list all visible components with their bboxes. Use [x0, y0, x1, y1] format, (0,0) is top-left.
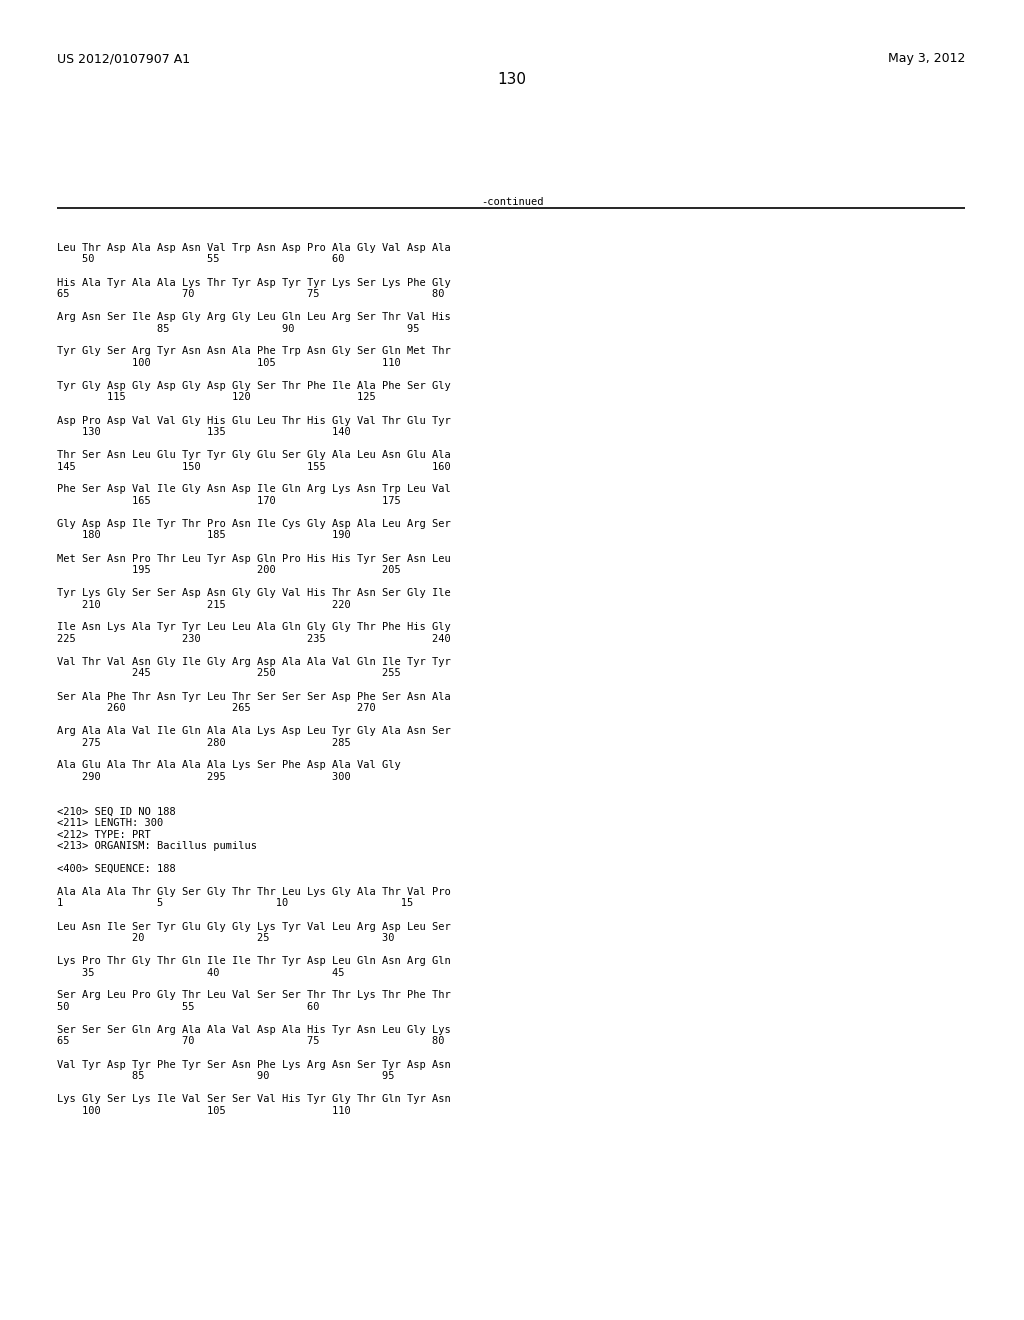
Text: Leu Asn Ile Ser Tyr Glu Gly Gly Lys Tyr Val Leu Arg Asp Leu Ser: Leu Asn Ile Ser Tyr Glu Gly Gly Lys Tyr …: [57, 921, 451, 932]
Text: 50                  55                  60: 50 55 60: [57, 1002, 319, 1012]
Text: 180                 185                 190: 180 185 190: [57, 531, 351, 540]
Text: 260                 265                 270: 260 265 270: [57, 704, 376, 713]
Text: Thr Ser Asn Leu Glu Tyr Tyr Gly Glu Ser Gly Ala Leu Asn Glu Ala: Thr Ser Asn Leu Glu Tyr Tyr Gly Glu Ser …: [57, 450, 451, 459]
Text: 195                 200                 205: 195 200 205: [57, 565, 400, 576]
Text: 85                  90                  95: 85 90 95: [57, 1071, 394, 1081]
Text: 100                 105                 110: 100 105 110: [57, 358, 400, 368]
Text: Ser Ser Ser Gln Arg Ala Ala Val Asp Ala His Tyr Asn Leu Gly Lys: Ser Ser Ser Gln Arg Ala Ala Val Asp Ala …: [57, 1026, 451, 1035]
Text: 65                  70                  75                  80: 65 70 75 80: [57, 1036, 444, 1047]
Text: Tyr Lys Gly Ser Ser Asp Asn Gly Gly Val His Thr Asn Ser Gly Ile: Tyr Lys Gly Ser Ser Asp Asn Gly Gly Val …: [57, 587, 451, 598]
Text: 1               5                  10                  15: 1 5 10 15: [57, 899, 414, 908]
Text: Val Thr Val Asn Gly Ile Gly Arg Asp Ala Ala Val Gln Ile Tyr Tyr: Val Thr Val Asn Gly Ile Gly Arg Asp Ala …: [57, 657, 451, 667]
Text: 245                 250                 255: 245 250 255: [57, 668, 400, 678]
Text: Ala Glu Ala Thr Ala Ala Ala Lys Ser Phe Asp Ala Val Gly: Ala Glu Ala Thr Ala Ala Ala Lys Ser Phe …: [57, 760, 400, 771]
Text: Asp Pro Asp Val Val Gly His Glu Leu Thr His Gly Val Thr Glu Tyr: Asp Pro Asp Val Val Gly His Glu Leu Thr …: [57, 416, 451, 425]
Text: Arg Asn Ser Ile Asp Gly Arg Gly Leu Gln Leu Arg Ser Thr Val His: Arg Asn Ser Ile Asp Gly Arg Gly Leu Gln …: [57, 312, 451, 322]
Text: 145                 150                 155                 160: 145 150 155 160: [57, 462, 451, 471]
Text: Lys Pro Thr Gly Thr Gln Ile Ile Thr Tyr Asp Leu Gln Asn Arg Gln: Lys Pro Thr Gly Thr Gln Ile Ile Thr Tyr …: [57, 956, 451, 966]
Text: 100                 105                 110: 100 105 110: [57, 1106, 351, 1115]
Text: <211> LENGTH: 300: <211> LENGTH: 300: [57, 818, 163, 828]
Text: May 3, 2012: May 3, 2012: [888, 51, 965, 65]
Text: 20                  25                  30: 20 25 30: [57, 933, 394, 942]
Text: Ser Arg Leu Pro Gly Thr Leu Val Ser Ser Thr Thr Lys Thr Phe Thr: Ser Arg Leu Pro Gly Thr Leu Val Ser Ser …: [57, 990, 451, 1001]
Text: Ala Ala Ala Thr Gly Ser Gly Thr Thr Leu Lys Gly Ala Thr Val Pro: Ala Ala Ala Thr Gly Ser Gly Thr Thr Leu …: [57, 887, 451, 898]
Text: 85                  90                  95: 85 90 95: [57, 323, 420, 334]
Text: 165                 170                 175: 165 170 175: [57, 496, 400, 506]
Text: His Ala Tyr Ala Ala Lys Thr Tyr Asp Tyr Tyr Lys Ser Lys Phe Gly: His Ala Tyr Ala Ala Lys Thr Tyr Asp Tyr …: [57, 277, 451, 288]
Text: 65                  70                  75                  80: 65 70 75 80: [57, 289, 444, 300]
Text: US 2012/0107907 A1: US 2012/0107907 A1: [57, 51, 190, 65]
Text: Val Tyr Asp Tyr Phe Tyr Ser Asn Phe Lys Arg Asn Ser Tyr Asp Asn: Val Tyr Asp Tyr Phe Tyr Ser Asn Phe Lys …: [57, 1060, 451, 1069]
Text: Lys Gly Ser Lys Ile Val Ser Ser Val His Tyr Gly Thr Gln Tyr Asn: Lys Gly Ser Lys Ile Val Ser Ser Val His …: [57, 1094, 451, 1104]
Text: <210> SEQ ID NO 188: <210> SEQ ID NO 188: [57, 807, 176, 817]
Text: Ile Asn Lys Ala Tyr Tyr Leu Leu Ala Gln Gly Gly Thr Phe His Gly: Ile Asn Lys Ala Tyr Tyr Leu Leu Ala Gln …: [57, 623, 451, 632]
Text: Ser Ala Phe Thr Asn Tyr Leu Thr Ser Ser Ser Asp Phe Ser Asn Ala: Ser Ala Phe Thr Asn Tyr Leu Thr Ser Ser …: [57, 692, 451, 701]
Text: 50                  55                  60: 50 55 60: [57, 255, 344, 264]
Text: Tyr Gly Ser Arg Tyr Asn Asn Ala Phe Trp Asn Gly Ser Gln Met Thr: Tyr Gly Ser Arg Tyr Asn Asn Ala Phe Trp …: [57, 346, 451, 356]
Text: Phe Ser Asp Val Ile Gly Asn Asp Ile Gln Arg Lys Asn Trp Leu Val: Phe Ser Asp Val Ile Gly Asn Asp Ile Gln …: [57, 484, 451, 495]
Text: Leu Thr Asp Ala Asp Asn Val Trp Asn Asp Pro Ala Gly Val Asp Ala: Leu Thr Asp Ala Asp Asn Val Trp Asn Asp …: [57, 243, 451, 253]
Text: <212> TYPE: PRT: <212> TYPE: PRT: [57, 829, 151, 840]
Text: 35                  40                  45: 35 40 45: [57, 968, 344, 978]
Text: Tyr Gly Asp Gly Asp Gly Asp Gly Ser Thr Phe Ile Ala Phe Ser Gly: Tyr Gly Asp Gly Asp Gly Asp Gly Ser Thr …: [57, 381, 451, 391]
Text: 130: 130: [498, 73, 526, 87]
Text: <213> ORGANISM: Bacillus pumilus: <213> ORGANISM: Bacillus pumilus: [57, 841, 257, 851]
Text: <400> SEQUENCE: 188: <400> SEQUENCE: 188: [57, 865, 176, 874]
Text: Gly Asp Asp Ile Tyr Thr Pro Asn Ile Cys Gly Asp Ala Leu Arg Ser: Gly Asp Asp Ile Tyr Thr Pro Asn Ile Cys …: [57, 519, 451, 529]
Text: 225                 230                 235                 240: 225 230 235 240: [57, 634, 451, 644]
Text: 275                 280                 285: 275 280 285: [57, 738, 351, 747]
Text: -continued: -continued: [480, 197, 544, 207]
Text: 210                 215                 220: 210 215 220: [57, 599, 351, 610]
Text: 290                 295                 300: 290 295 300: [57, 772, 351, 781]
Text: Arg Ala Ala Val Ile Gln Ala Ala Lys Asp Leu Tyr Gly Ala Asn Ser: Arg Ala Ala Val Ile Gln Ala Ala Lys Asp …: [57, 726, 451, 737]
Text: 130                 135                 140: 130 135 140: [57, 426, 351, 437]
Text: 115                 120                 125: 115 120 125: [57, 392, 376, 403]
Text: Met Ser Asn Pro Thr Leu Tyr Asp Gln Pro His His Tyr Ser Asn Leu: Met Ser Asn Pro Thr Leu Tyr Asp Gln Pro …: [57, 553, 451, 564]
